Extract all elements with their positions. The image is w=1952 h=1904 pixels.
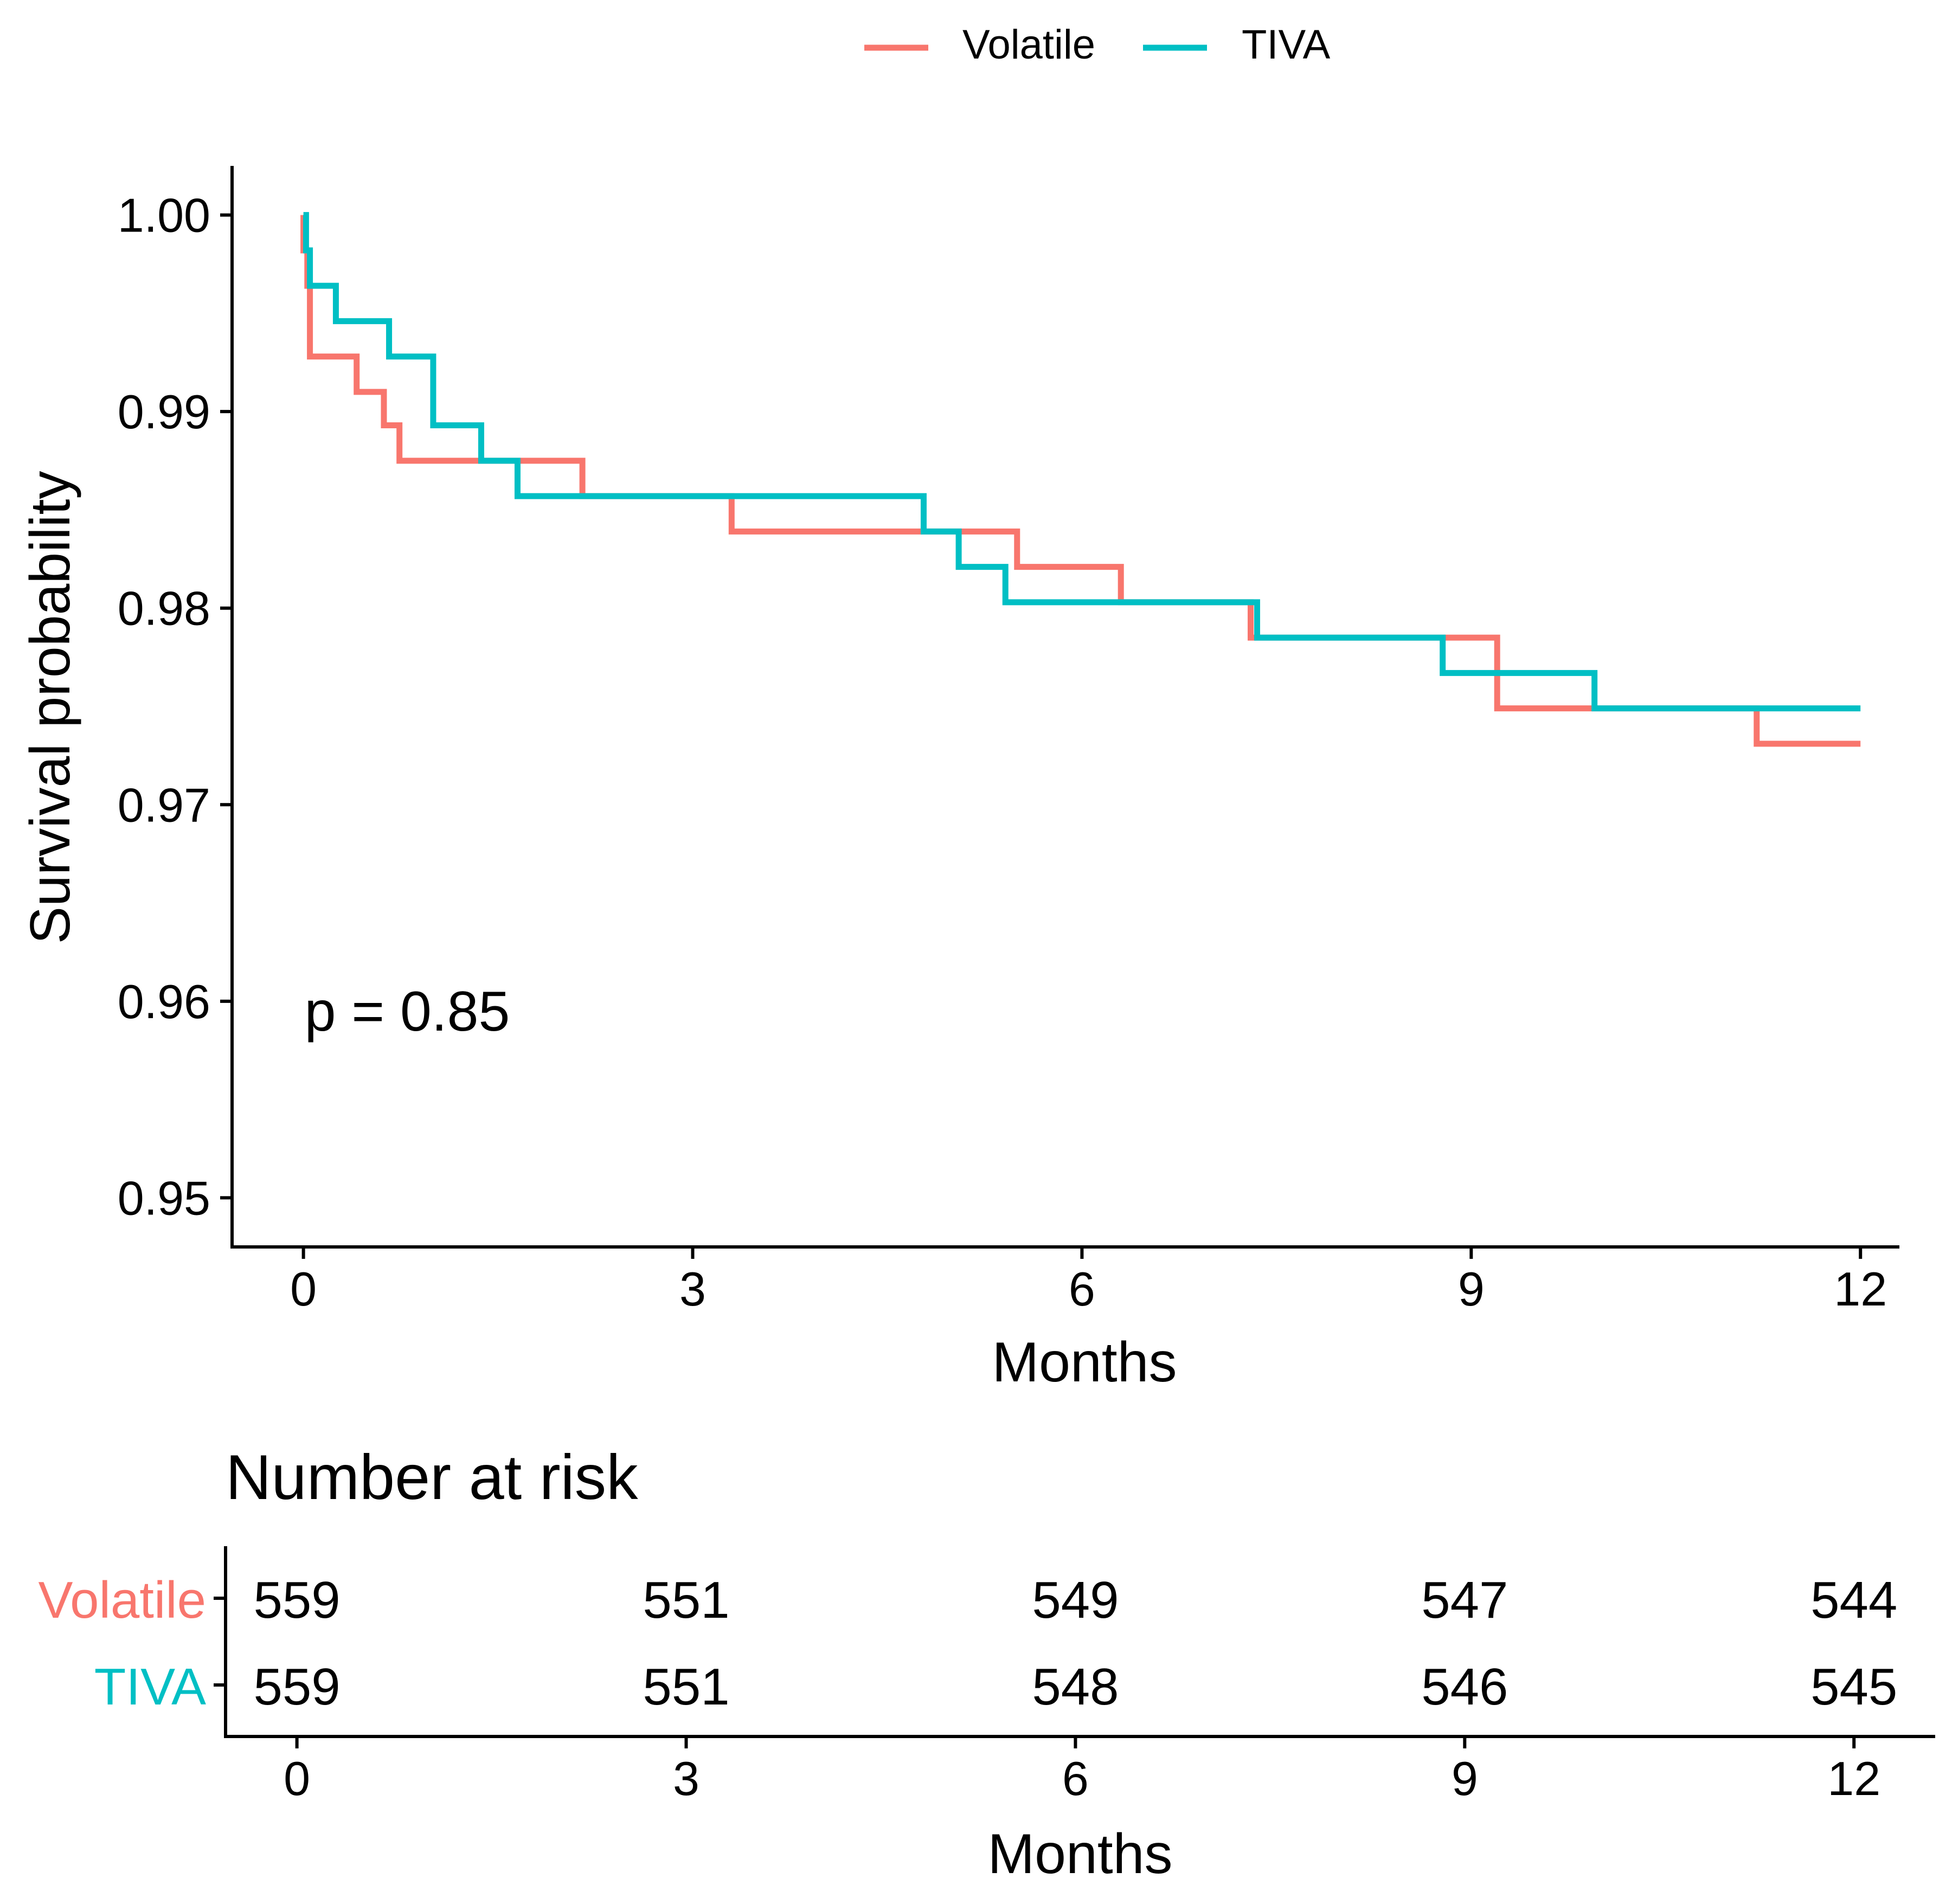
risk-count: 548 <box>1032 1658 1119 1716</box>
x-tick-label: 12 <box>1834 1262 1887 1316</box>
risk-count: 559 <box>254 1658 341 1716</box>
risk-x-tick-label: 6 <box>1062 1752 1089 1805</box>
risk-row-label-volatile: Volatile <box>38 1571 206 1629</box>
x-axis-ticks: 0 3 6 9 12 <box>290 1247 1887 1316</box>
legend: Volatile TIVA <box>864 22 1331 68</box>
survival-curve-tiva <box>303 212 1861 712</box>
y-tick-label: 0.95 <box>118 1171 210 1225</box>
risk-count: 546 <box>1421 1658 1508 1716</box>
y-axis-title: Survival probability <box>19 471 82 944</box>
y-tick-label: 0.99 <box>118 385 210 439</box>
risk-x-tick-label: 12 <box>1827 1752 1880 1805</box>
risk-table-title: Number at risk <box>226 1442 638 1513</box>
risk-count: 544 <box>1810 1571 1897 1629</box>
y-tick-label: 0.96 <box>118 975 210 1028</box>
survival-plot: Survival probability 0.950.960.970.980.9… <box>19 166 1899 1394</box>
y-tick-label: 1.00 <box>118 189 210 242</box>
x-tick-label: 6 <box>1069 1262 1095 1316</box>
risk-count: 545 <box>1810 1658 1897 1716</box>
risk-count: 551 <box>643 1658 729 1716</box>
x-axis-title: Months <box>992 1331 1177 1394</box>
y-tick-label: 0.97 <box>118 778 210 832</box>
risk-x-tick-label: 0 <box>284 1752 310 1805</box>
risk-table: Number at risk Volatile 559 551 549 547 544 TI… <box>38 1442 1935 1886</box>
risk-x-tick-label: 9 <box>1452 1752 1478 1805</box>
p-value-annotation: p = 0.85 <box>305 980 510 1043</box>
risk-count: 559 <box>254 1571 341 1629</box>
survival-curve-volatile <box>300 215 1861 747</box>
risk-row-label-tiva: TIVA <box>94 1658 206 1716</box>
risk-table-rows: Volatile 559 551 549 547 544 TIVA 559 551 548 546 5… <box>38 1571 1897 1716</box>
risk-x-tick-label: 3 <box>673 1752 699 1805</box>
x-tick-label: 3 <box>679 1262 706 1316</box>
legend-label-volatile: Volatile <box>962 22 1095 68</box>
x-tick-label: 0 <box>290 1262 317 1316</box>
y-axis-ticks: 0.95 0.96 0.97 0.98 0.99 1.00 <box>118 189 232 1225</box>
x-tick-label: 9 <box>1458 1262 1485 1316</box>
survival-curves <box>300 212 1861 747</box>
risk-count: 551 <box>643 1571 729 1629</box>
risk-count: 547 <box>1421 1571 1508 1629</box>
legend-label-tiva: TIVA <box>1242 22 1331 68</box>
y-tick-label: 0.98 <box>118 582 210 635</box>
risk-count: 549 <box>1032 1571 1119 1629</box>
risk-x-axis-title: Months <box>987 1823 1172 1886</box>
risk-x-axis-ticks: 0 3 6 9 12 <box>284 1736 1880 1805</box>
